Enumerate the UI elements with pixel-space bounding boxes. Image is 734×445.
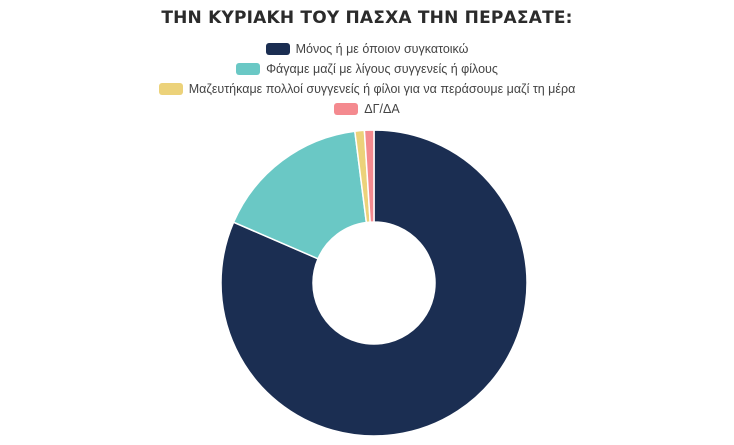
legend-label-many: Μαζευτήκαμε πολλοί συγγενείς ή φίλοι για…	[188, 82, 576, 96]
chart-title: ΤΗΝ ΚΥΡΙΑΚΗ ΤΟΥ ΠΑΣΧΑ ΤΗΝ ΠΕΡΑΣΑΤΕ:	[161, 8, 573, 28]
slice-few[interactable]	[232, 130, 368, 260]
chart-legend: Μόνος ή με όποιον συγκατοικώ Φάγαμε μαζί…	[0, 40, 734, 118]
legend-label-few: Φάγαμε μαζί με λίγους συγγενείς ή φίλους	[266, 62, 498, 76]
legend-swatch-dk	[334, 103, 359, 115]
legend-label-alone: Μόνος ή με όποιον συγκατοικώ	[295, 42, 469, 56]
slice-alone[interactable]	[220, 129, 528, 437]
legend-label-dk: ΔΓ/ΔΑ	[364, 102, 400, 116]
legend-item-dk[interactable]: ΔΓ/ΔΑ	[334, 100, 400, 118]
legend-item-alone[interactable]: Μόνος ή με όποιον συγκατοικώ	[265, 40, 469, 58]
legend-swatch-few	[236, 63, 261, 75]
legend-swatch-alone	[265, 43, 290, 55]
legend-item-few[interactable]: Φάγαμε μαζί με λίγους συγγενείς ή φίλους	[236, 60, 498, 78]
slice-dk[interactable]	[363, 129, 375, 223]
legend-swatch-many	[158, 83, 183, 95]
legend-item-many[interactable]: Μαζευτήκαμε πολλοί συγγενείς ή φίλοι για…	[158, 80, 576, 98]
